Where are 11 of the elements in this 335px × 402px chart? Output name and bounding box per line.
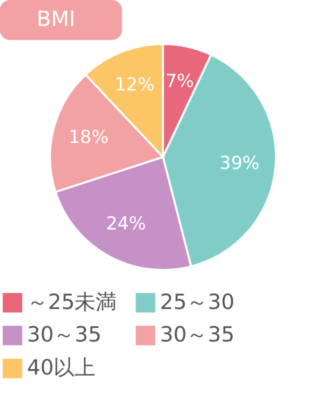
legend-label: 30～35 <box>160 322 234 346</box>
legend-label: 40以上 <box>27 356 96 380</box>
data-label: 24% <box>106 213 146 234</box>
legend-label: 30～35 <box>27 322 102 346</box>
data-label: 18% <box>68 126 109 148</box>
chart-title: BMI <box>36 7 76 31</box>
legend-label: 25～30 <box>160 290 234 314</box>
legend-label: ～25未満 <box>27 290 117 314</box>
data-label: 39% <box>219 153 260 174</box>
data-label: 7% <box>165 71 194 92</box>
data-label: 12% <box>114 74 155 96</box>
